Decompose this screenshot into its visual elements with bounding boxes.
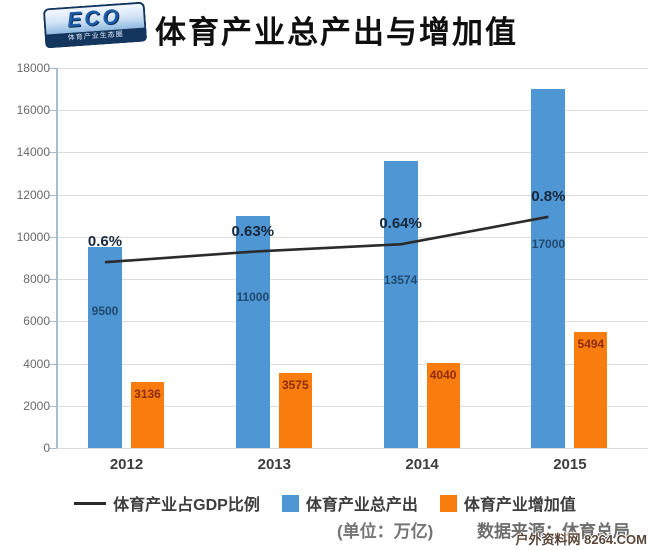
x-axis-label: 2012 <box>109 456 144 473</box>
legend-item-total-output: 体育产业总产出 <box>281 491 418 515</box>
eco-logo: ECO 体育产业生态圈 <box>42 1 148 49</box>
output-bar <box>383 161 418 448</box>
y-axis-label: 8000 <box>23 272 50 287</box>
output-bar-label: 17000 <box>531 237 566 252</box>
chart-title: 体育产业总产出与增加值 <box>155 15 518 50</box>
added-value-bar <box>131 381 164 448</box>
y-axis-tick <box>49 448 57 449</box>
added-value-bar-label: 4040 <box>429 367 457 382</box>
orange-swatch-icon <box>439 494 457 512</box>
gdp-ratio-label: 0.63% <box>231 222 275 240</box>
gridline <box>57 279 648 281</box>
gdp-ratio-label: 0.8% <box>531 187 566 205</box>
output-bar-label: 13574 <box>383 273 418 288</box>
y-axis-label: 10000 <box>16 229 50 244</box>
y-axis-tick <box>49 279 57 281</box>
gridline <box>57 321 648 323</box>
y-axis-tick <box>49 194 57 196</box>
legend-item-gdp-ratio: 体育产业占GDP比例 <box>74 491 260 515</box>
gridline <box>57 152 648 154</box>
output-bar-label: 11000 <box>236 289 270 304</box>
y-axis-tick <box>49 321 57 323</box>
y-axis-tick <box>49 68 57 69</box>
output-bar-label: 9500 <box>91 304 119 319</box>
y-axis-label: 14000 <box>16 145 50 160</box>
y-axis-tick <box>49 110 57 112</box>
gdp-ratio-line <box>104 215 549 264</box>
watermark: 户外资料网 8264.COM <box>515 532 647 547</box>
output-bar <box>235 215 270 448</box>
y-axis-label: 16000 <box>16 103 50 118</box>
y-axis-label: 0 <box>43 441 50 455</box>
added-value-bar <box>278 372 312 448</box>
y-axis-label: 2000 <box>23 398 50 413</box>
added-value-bar <box>574 332 608 448</box>
legend-item-added-value: 体育产业增加值 <box>439 491 576 515</box>
blue-swatch-icon <box>281 494 299 512</box>
x-axis-label: 2015 <box>553 456 587 473</box>
gridline <box>57 68 648 69</box>
gdp-ratio-label: 0.6% <box>87 233 123 251</box>
y-axis-tick <box>49 236 57 238</box>
y-axis-tick <box>49 405 57 407</box>
y-axis-tick <box>49 363 57 365</box>
added-value-bar-label: 3575 <box>281 377 309 392</box>
gdp-ratio-label: 0.64% <box>379 215 422 233</box>
added-value-bar <box>426 362 460 448</box>
gridline <box>57 363 648 365</box>
output-bar <box>531 89 566 448</box>
legend-label-gdp-ratio: 体育产业占GDP比例 <box>113 497 260 514</box>
y-axis-label: 6000 <box>23 314 50 329</box>
legend: 体育产业占GDP比例 体育产业总产出 体育产业增加值 <box>0 491 650 515</box>
y-axis-label: 12000 <box>16 187 50 202</box>
gridline <box>57 236 648 238</box>
source-note: 数据来源：体育总局 <box>477 522 630 541</box>
gridline <box>57 110 648 112</box>
added-value-bar-label: 3136 <box>134 386 161 401</box>
plot-area: 9500 3136 0.6% 11000 3575 0.63% 13574 4040 0.64%… <box>49 68 648 449</box>
legend-label-total-output: 体育产业总产出 <box>305 497 418 514</box>
added-value-bar-label: 5494 <box>577 337 605 351</box>
gridline <box>57 405 648 407</box>
y-axis-label: 18000 <box>16 61 50 75</box>
unit-note: (单位：万亿) <box>337 522 434 541</box>
x-axis-label: 2013 <box>257 456 291 473</box>
y-axis-label: 4000 <box>23 356 50 371</box>
gridline <box>57 448 648 449</box>
x-axis-label: 2014 <box>405 456 439 473</box>
y-axis-line <box>56 68 58 448</box>
legend-label-added-value: 体育产业增加值 <box>463 497 576 514</box>
line-sample-icon <box>74 501 107 505</box>
y-axis-tick <box>49 152 57 154</box>
output-bar <box>88 247 122 448</box>
gridline <box>57 194 648 196</box>
